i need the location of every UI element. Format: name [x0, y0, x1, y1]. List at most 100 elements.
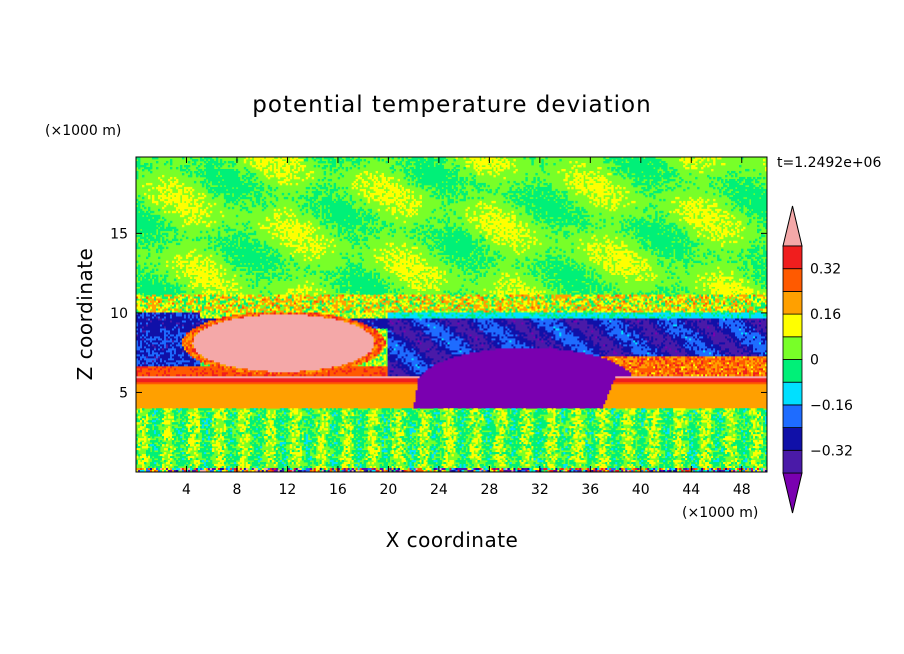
- contour-cell: [163, 210, 167, 214]
- contour-cell: [263, 206, 267, 210]
- contour-cell: [337, 226, 343, 230]
- contour-cell: [325, 270, 331, 274]
- contour-cell: [729, 196, 744, 200]
- contour-cell: [179, 166, 183, 170]
- contour-cell: [681, 240, 686, 244]
- contour-cell: [437, 160, 446, 164]
- contour-cell: [395, 200, 398, 204]
- contour-cell: [177, 292, 181, 295]
- contour-cell: [579, 222, 592, 226]
- contour-cell: [415, 208, 418, 212]
- contour-cell: [157, 194, 167, 198]
- contour-cell: [227, 288, 231, 291]
- contour-cell: [561, 278, 576, 281]
- contour-cell: [479, 206, 482, 210]
- contour-cell: [531, 220, 534, 224]
- contour-cell: [479, 264, 482, 268]
- contour-cell: [155, 202, 159, 206]
- contour-cell: [145, 296, 149, 299]
- contour-cell: [185, 268, 197, 272]
- contour-cell: [283, 210, 287, 214]
- contour-cell: [413, 172, 422, 176]
- contour-cell: [367, 228, 371, 232]
- contour-cell: [487, 244, 490, 248]
- contour-cell: [233, 274, 237, 278]
- contour-cell: [697, 198, 700, 202]
- contour-cell: [557, 290, 560, 293]
- contour-cell: [445, 302, 448, 305]
- contour-cell: [677, 172, 680, 176]
- contour-cell: [289, 157, 293, 160]
- contour-cell: [433, 294, 436, 297]
- contour-cell: [307, 238, 315, 242]
- contour-cell: [729, 294, 732, 297]
- contour-cell: [557, 196, 560, 200]
- contour-cell: [547, 212, 564, 216]
- contour-cell: [473, 210, 476, 214]
- contour-cell: [189, 276, 193, 280]
- contour-cell: [565, 174, 570, 178]
- contour-cell: [407, 158, 418, 162]
- contour-cell: [757, 244, 760, 248]
- contour-cell: [255, 186, 265, 190]
- contour-cell: [277, 170, 281, 174]
- contour-cell: [589, 300, 594, 303]
- contour-cell: [547, 248, 550, 252]
- contour-cell: [537, 208, 568, 212]
- contour-cell: [661, 214, 664, 218]
- contour-cell: [299, 232, 309, 236]
- contour-cell: [445, 158, 448, 162]
- contour-cell: [603, 298, 606, 301]
- contour-cell: [271, 302, 275, 305]
- contour-cell: [603, 157, 606, 160]
- contour-cell: [177, 258, 181, 262]
- contour-cell: [747, 222, 750, 226]
- contour-cell: [391, 206, 396, 210]
- contour-cell: [223, 296, 233, 299]
- contour-cell: [485, 236, 488, 240]
- contour-cell: [497, 256, 500, 260]
- contour-cell: [453, 222, 456, 226]
- contour-cell: [713, 236, 716, 240]
- contour-cell: [255, 298, 263, 301]
- contour-cell: [403, 298, 408, 301]
- contour-cell: [285, 162, 289, 166]
- contour-cell: [163, 162, 167, 166]
- contour-cell: [227, 164, 231, 168]
- contour-cell: [321, 178, 325, 182]
- contour-cell: [175, 186, 179, 190]
- contour-cell: [267, 296, 271, 299]
- contour-cell: [138, 272, 141, 276]
- contour-cell: [477, 166, 492, 170]
- contour-cell: [607, 254, 610, 258]
- contour-cell: [199, 230, 203, 234]
- contour-cell: [479, 230, 482, 234]
- contour-cell: [281, 166, 291, 170]
- contour-cell: [217, 300, 221, 303]
- contour-cell: [763, 250, 768, 254]
- contour-cell: [329, 208, 357, 212]
- contour-cell: [455, 298, 460, 301]
- contour-cell: [533, 196, 536, 200]
- contour-cell: [471, 196, 474, 200]
- contour-cell: [303, 254, 307, 258]
- contour-cell: [483, 202, 486, 206]
- contour-cell: [181, 212, 189, 216]
- contour-cell: [605, 300, 608, 303]
- contour-cell: [177, 300, 181, 303]
- contour-cell: [401, 212, 404, 216]
- contour-cell: [703, 254, 706, 258]
- contour-cell: [297, 286, 301, 289]
- contour-cell: [225, 240, 229, 244]
- contour-cell: [395, 272, 398, 276]
- contour-cell: [395, 202, 404, 206]
- contour-cell: [669, 222, 676, 226]
- contour-cell: [247, 178, 251, 182]
- contour-cell: [539, 164, 544, 168]
- contour-cell: [261, 262, 269, 266]
- contour-cell: [349, 196, 353, 200]
- contour-cell: [557, 292, 560, 295]
- contour-cell: [487, 246, 490, 250]
- contour-cell: [147, 188, 151, 192]
- contour-cell: [645, 296, 650, 299]
